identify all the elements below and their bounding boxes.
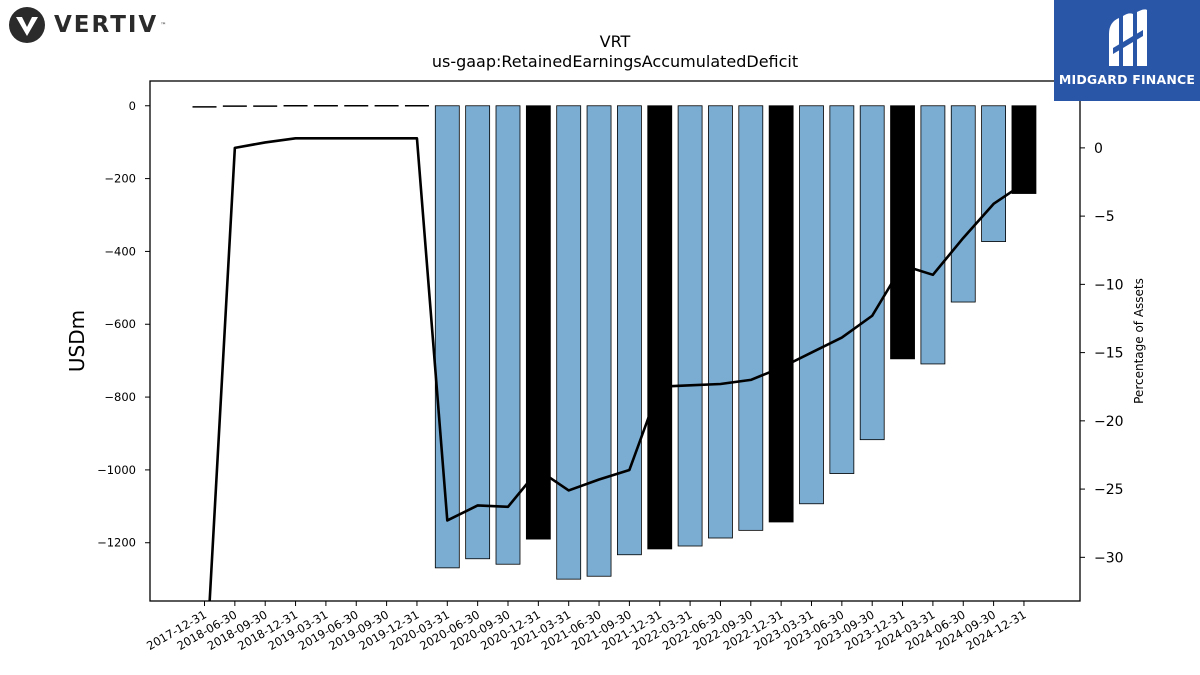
bar-2021-03-31	[556, 105, 582, 580]
bar-2022-09-30	[738, 105, 764, 531]
midgard-wordmark: MIDGARD FINANCE	[1058, 72, 1196, 87]
bar-2021-06-30	[586, 105, 612, 577]
y2-axis-label: Percentage of Assets	[1132, 278, 1146, 404]
bar-2020-03-31	[434, 105, 460, 569]
y-tick-label: −800	[104, 390, 136, 404]
y-tick-label: −200	[104, 172, 136, 186]
bar-2020-12-31	[525, 105, 551, 540]
chart-subtitle: us-gaap:RetainedEarningsAccumulatedDefic…	[431, 52, 799, 71]
bar-2024-12-31	[1011, 105, 1037, 194]
plot-frame	[149, 80, 1081, 602]
y2-tick-label: −15	[1094, 346, 1124, 362]
bar-2023-03-31	[799, 105, 824, 505]
vertiv-logo-icon	[9, 7, 45, 43]
y2-tick-label: −10	[1094, 277, 1124, 293]
bar-2021-09-30	[617, 105, 642, 556]
bar-2024-03-31	[920, 105, 946, 365]
line-percentage-of-assets	[208, 137, 1025, 601]
bar-2023-09-30	[859, 105, 885, 441]
bar-2024-06-30	[950, 105, 976, 303]
bar-2022-06-30	[708, 105, 733, 539]
y-axis-label: USDm	[65, 310, 89, 372]
y2-tick-label: −30	[1094, 550, 1124, 566]
bar-2020-06-30	[465, 105, 491, 560]
vertiv-logo: VERTIV ™	[8, 6, 166, 44]
y-tick-label: −400	[104, 244, 136, 258]
chart-title-block: VRT us-gaap:RetainedEarningsAccumulatedD…	[150, 32, 1080, 72]
vertiv-trademark: ™	[160, 21, 167, 29]
midgard-mark-icon	[1109, 9, 1147, 67]
y-tick-label: −1200	[97, 536, 136, 550]
y-tick-label: 0	[129, 99, 136, 113]
bar-2024-09-30	[981, 105, 1006, 242]
y-tick-label: −600	[104, 317, 136, 331]
bar-2022-12-31	[768, 105, 794, 523]
bar-2023-06-30	[829, 105, 855, 474]
y2-tick-label: −20	[1094, 414, 1124, 430]
chart-title: VRT	[599, 32, 631, 51]
bar-2022-03-31	[677, 105, 703, 547]
bar-2021-12-31	[647, 105, 673, 550]
midgard-finance-logo: MIDGARD FINANCE	[1054, 0, 1200, 101]
vertiv-wordmark: VERTIV	[54, 12, 159, 38]
y2-tick-label: −5	[1094, 209, 1115, 225]
y2-tick-label: −25	[1094, 482, 1124, 498]
bar-2023-12-31	[890, 105, 915, 360]
y2-tick-label: 0	[1094, 141, 1103, 157]
y-tick-label: −1000	[97, 463, 136, 477]
bar-2020-09-30	[495, 105, 521, 565]
